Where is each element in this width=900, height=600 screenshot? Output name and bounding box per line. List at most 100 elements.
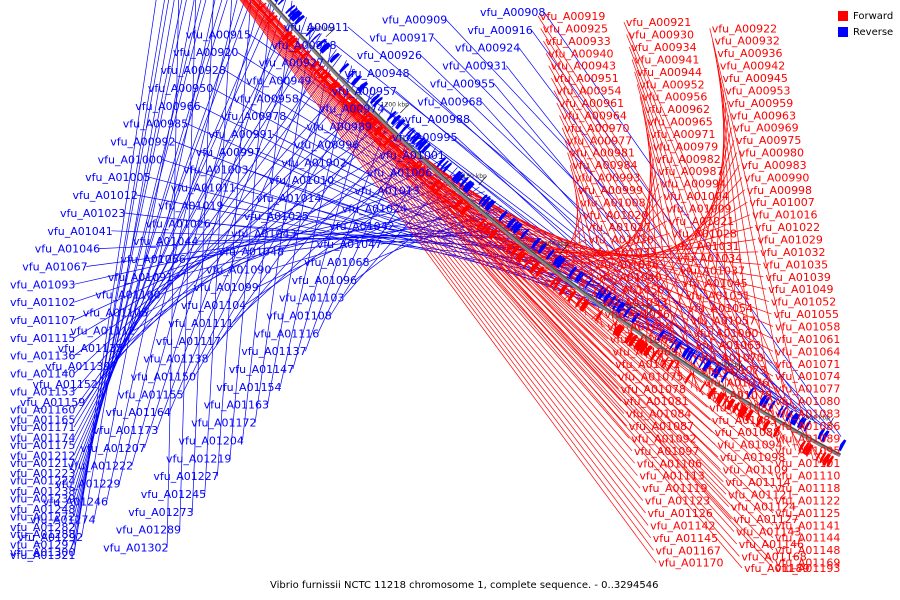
gene-label: vfu_A01114	[725, 476, 790, 489]
tick-label: 1100 kbp	[540, 240, 568, 247]
leader-line	[580, 195, 662, 312]
gene-label: vfu_A00994	[661, 178, 726, 191]
gene-label: vfu_A00965	[647, 116, 712, 129]
reverse-gene-arrow	[681, 346, 691, 359]
gene-label: vfu_A01014	[256, 192, 321, 205]
gene-label: vfu_A01051	[685, 290, 750, 303]
gene-label: vfu_A01075	[618, 370, 683, 383]
gene-label: vfu_A01071	[775, 358, 840, 371]
gene-label: vfu_A01047	[317, 238, 382, 251]
gene-label: vfu_A01126	[648, 507, 713, 520]
gene-label: vfu_A00988	[405, 113, 470, 126]
gene-label: vfu_A01007	[749, 196, 814, 209]
reverse-gene-arrow	[574, 271, 584, 282]
gene-label: vfu_A01060	[693, 327, 758, 340]
reverse-gene-arrow	[597, 288, 607, 300]
forward-gene-arrow	[755, 415, 764, 428]
reverse-gene-arrow	[436, 157, 447, 168]
tick-label: 1000 kbp	[714, 361, 742, 368]
gene-label: vfu_A01111	[168, 317, 233, 330]
gene-label: vfu_A00950	[148, 82, 213, 95]
forward-gene-arrow	[412, 162, 423, 173]
gene-label: vfu_A01138	[143, 353, 208, 366]
forward-gene-arrow	[373, 125, 384, 137]
reverse-gene-arrow	[451, 170, 461, 181]
gene-label: vfu_A01099	[193, 281, 258, 294]
gene-label: vfu_A00908	[480, 6, 545, 19]
forward-gene-arrow	[535, 266, 545, 278]
gene-label: vfu_A00917	[369, 31, 434, 44]
gene-label: vfu_A00971	[650, 128, 715, 141]
forward-gene-arrow	[737, 405, 746, 417]
leader-line	[657, 139, 735, 366]
gene-label: vfu_A00943	[551, 60, 616, 73]
gene-label: vfu_A01229	[55, 478, 120, 491]
gene-label: vfu_A01101	[775, 457, 840, 470]
gene-label: vfu_A00949	[246, 75, 311, 88]
reverse-gene-arrow	[785, 410, 794, 422]
gene-label: vfu_A01025	[244, 210, 309, 223]
forward-gene-arrow	[320, 72, 332, 83]
leader-line	[433, 191, 772, 315]
reverse-gene-arrow	[415, 137, 425, 148]
gene-label: vfu_A00996	[294, 138, 359, 151]
leader-line	[399, 160, 609, 340]
gene-label: vfu_A01055	[774, 308, 839, 321]
gene-label: vfu_A01168	[741, 550, 806, 563]
leader-line	[245, 0, 641, 489]
gene-label: vfu_A01171	[10, 421, 75, 434]
gene-label: vfu_A00981	[570, 147, 635, 160]
gene-label: vfu_A01043	[231, 228, 296, 241]
reverse-gene-arrow	[821, 430, 830, 443]
forward-gene-arrow	[514, 250, 524, 261]
leader-line	[495, 244, 761, 265]
gene-label: vfu_A01153	[10, 385, 75, 398]
gene-label: vfu_A01023	[60, 207, 125, 220]
leader-line	[709, 28, 814, 461]
gene-label: vfu_A01006	[367, 167, 432, 180]
gene-label: vfu_A01050	[599, 283, 664, 296]
gene-label: vfu_A01116	[254, 327, 319, 340]
leader-line	[259, 0, 774, 569]
gene-label: vfu_A01137	[241, 345, 306, 358]
gene-label: vfu_A01127	[733, 513, 798, 526]
gene-label: vfu_A01172	[191, 417, 256, 430]
leader-line	[244, 162, 453, 306]
leader-line	[551, 77, 738, 417]
gene-label: vfu_A01021	[669, 215, 734, 228]
gene-label: vfu_A01135	[58, 342, 123, 355]
gene-label: vfu_A01001	[380, 149, 445, 162]
gene-label: vfu_A01109	[723, 464, 788, 477]
gene-label: vfu_A00975	[736, 134, 801, 147]
gene-label: vfu_A00918	[271, 39, 336, 52]
chromosome-backbone	[266, 0, 842, 458]
gene-label: vfu_A01113	[639, 470, 704, 483]
gene-label: vfu_A01093	[10, 278, 75, 291]
reverse-gene-arrow	[568, 266, 578, 278]
gene-label: vfu_A01078	[621, 383, 686, 396]
gene-label: vfu_A00919	[540, 10, 605, 23]
reverse-gene-arrow	[817, 428, 826, 440]
leader-line	[708, 102, 727, 399]
gene-label: vfu_A01074	[775, 370, 840, 383]
forward-gene-arrow	[739, 406, 749, 419]
gene-label: vfu_A01136	[10, 350, 75, 363]
forward-gene-arrow	[383, 135, 394, 146]
gene-label: vfu_A01282	[10, 521, 75, 534]
legend-reverse-label: Reverse	[853, 26, 894, 38]
gene-label: vfu_A01066	[120, 253, 185, 266]
gene-label: vfu_A01140	[10, 368, 75, 381]
reverse-gene-arrow	[520, 228, 530, 240]
gene-label: vfu_A01115	[10, 332, 75, 345]
reverse-gene-arrow	[459, 177, 469, 188]
forward-gene-arrow	[815, 449, 823, 461]
forward-gene-arrow	[650, 349, 659, 361]
gene-label: vfu_A00941	[634, 53, 699, 66]
gene-label: vfu_A01159	[20, 396, 85, 409]
gene-label: vfu_A01011	[171, 182, 236, 195]
leader-line	[628, 46, 785, 444]
reverse-gene-arrow	[595, 287, 604, 298]
forward-gene-arrow	[517, 252, 527, 263]
gene-label: vfu_A01147	[229, 363, 294, 376]
gene-label: vfu_A00931	[442, 60, 507, 73]
